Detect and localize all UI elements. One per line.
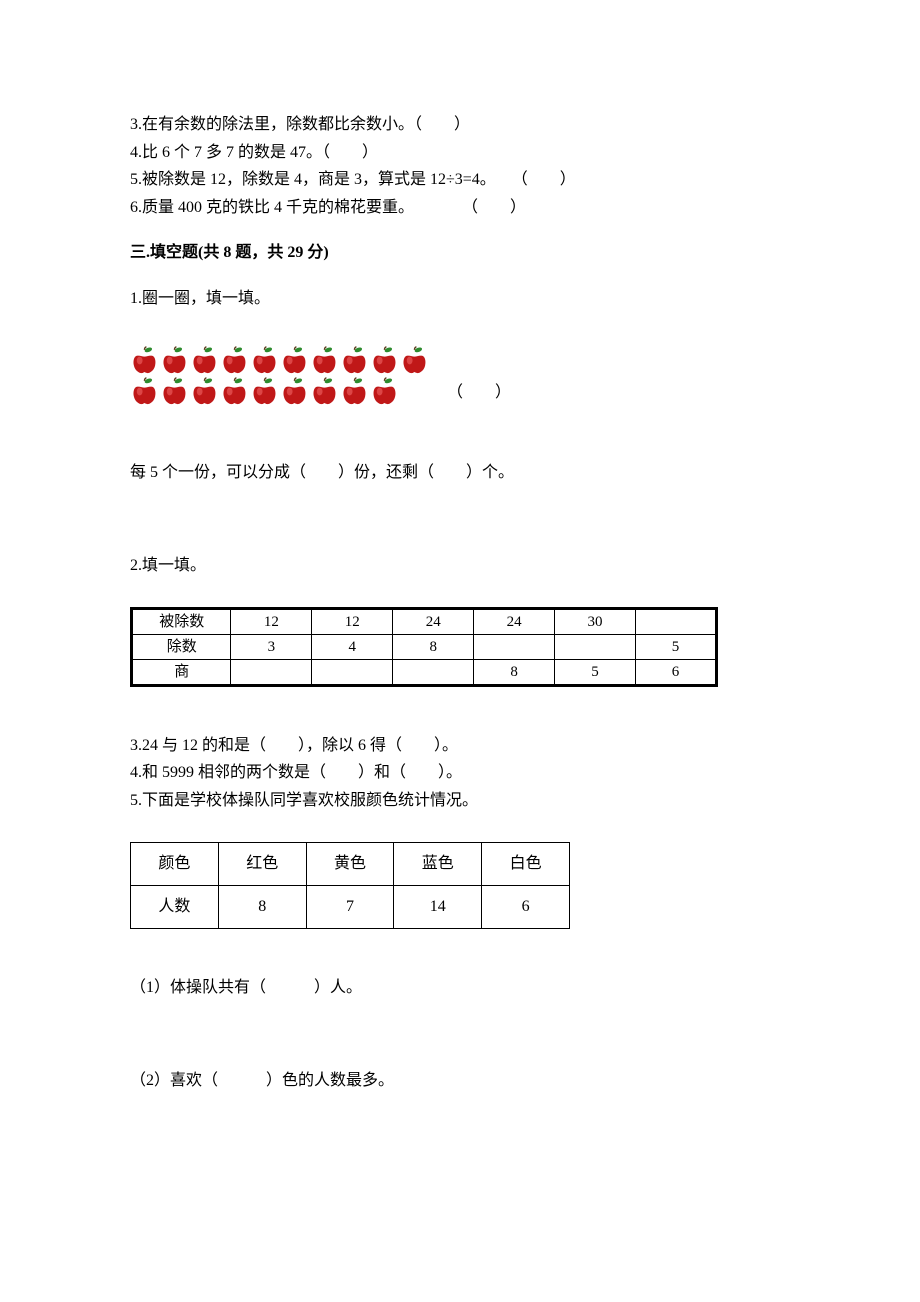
table2-cell: 8: [393, 634, 474, 659]
table2-cell: 4: [312, 634, 393, 659]
table2-cell: [635, 608, 716, 634]
apple-icon: [310, 346, 339, 375]
apple-blank: （ ）: [447, 380, 511, 406]
tf-question-4: 4.比 6 个 7 多 7 的数是 47。（ ）: [130, 140, 790, 166]
table5-val: 7: [306, 885, 394, 928]
fill-q2-title: 2.填一填。: [130, 553, 790, 579]
apple-row: [130, 346, 429, 375]
apple-icon: [130, 377, 159, 406]
table2-cell: 12: [312, 608, 393, 634]
table2-cell: [312, 659, 393, 685]
tf-question-6: 6.质量 400 克的铁比 4 千克的棉花要重。 （ ）: [130, 195, 790, 221]
apple-icon: [280, 377, 309, 406]
table2-cell: 30: [555, 608, 636, 634]
table5-col: 黄色: [306, 842, 394, 885]
table2-cell: 24: [474, 608, 555, 634]
apple-icon: [250, 377, 279, 406]
table5-val: 8: [218, 885, 306, 928]
table5-label-color: 颜色: [131, 842, 219, 885]
tf-question-3: 3.在有余数的除法里，除数都比余数小。（ ）: [130, 112, 790, 138]
table5-col: 蓝色: [394, 842, 482, 885]
table2-cell: 6: [635, 659, 716, 685]
table5-col: 红色: [218, 842, 306, 885]
table5-val: 14: [394, 885, 482, 928]
fill-q5-sub2: （2）喜欢（ ）色的人数最多。: [130, 1068, 790, 1094]
apple-icon: [160, 377, 189, 406]
apple-icon: [220, 377, 249, 406]
table2-cell: [474, 634, 555, 659]
apple-icon: [370, 346, 399, 375]
fill-q5-sub1: （1）体操队共有（ ）人。: [130, 975, 790, 1001]
worksheet-page: 3.在有余数的除法里，除数都比余数小。（ ） 4.比 6 个 7 多 7 的数是…: [0, 0, 920, 1302]
apple-icon: [400, 346, 429, 375]
table2-h-quotient: 商: [132, 659, 231, 685]
table5-col: 白色: [482, 842, 570, 885]
apple-icon: [280, 346, 309, 375]
apple-icon: [220, 346, 249, 375]
apple-icon: [190, 377, 219, 406]
fill-q4: 4.和 5999 相邻的两个数是（ ）和（ ）。: [130, 760, 790, 786]
apple-icon: [190, 346, 219, 375]
fill-q5-title: 5.下面是学校体操队同学喜欢校服颜色统计情况。: [130, 788, 790, 814]
apple-icon: [340, 346, 369, 375]
tf-question-5: 5.被除数是 12，除数是 4，商是 3，算式是 12÷3=4。 （ ）: [130, 167, 790, 193]
apple-icon: [130, 346, 159, 375]
fill-q1-prompt: 每 5 个一份，可以分成（ ）份，还剩（ ）个。: [130, 460, 790, 486]
table5-val: 6: [482, 885, 570, 928]
fill-q3: 3.24 与 12 的和是（ ），除以 6 得（ ）。: [130, 733, 790, 759]
apple-figure: （ ）: [130, 346, 790, 406]
color-stats-table: 颜色 红色 黄色 蓝色 白色 人数 8 7 14 6: [130, 842, 570, 929]
fill-q1-title: 1.圈一圈，填一填。: [130, 286, 790, 312]
apple-icon: [310, 377, 339, 406]
section-3-title: 三.填空题(共 8 题，共 29 分): [130, 240, 790, 266]
table2-cell: [231, 659, 312, 685]
table2-cell: [393, 659, 474, 685]
table2-h-dividend: 被除数: [132, 608, 231, 634]
apple-grid: [130, 346, 429, 406]
table2-cell: [555, 634, 636, 659]
table2-cell: 5: [555, 659, 636, 685]
apple-icon: [250, 346, 279, 375]
apple-row: [130, 377, 429, 406]
division-table: 被除数 12 12 24 24 30 除数 3 4 8 5 商 8 5 6: [130, 607, 718, 687]
apple-icon: [340, 377, 369, 406]
table2-cell: 8: [474, 659, 555, 685]
apple-icon: [370, 377, 399, 406]
table2-cell: 3: [231, 634, 312, 659]
table2-cell: 24: [393, 608, 474, 634]
apple-icon: [160, 346, 189, 375]
table2-h-divisor: 除数: [132, 634, 231, 659]
table2-cell: 12: [231, 608, 312, 634]
table2-cell: 5: [635, 634, 716, 659]
table5-label-count: 人数: [131, 885, 219, 928]
